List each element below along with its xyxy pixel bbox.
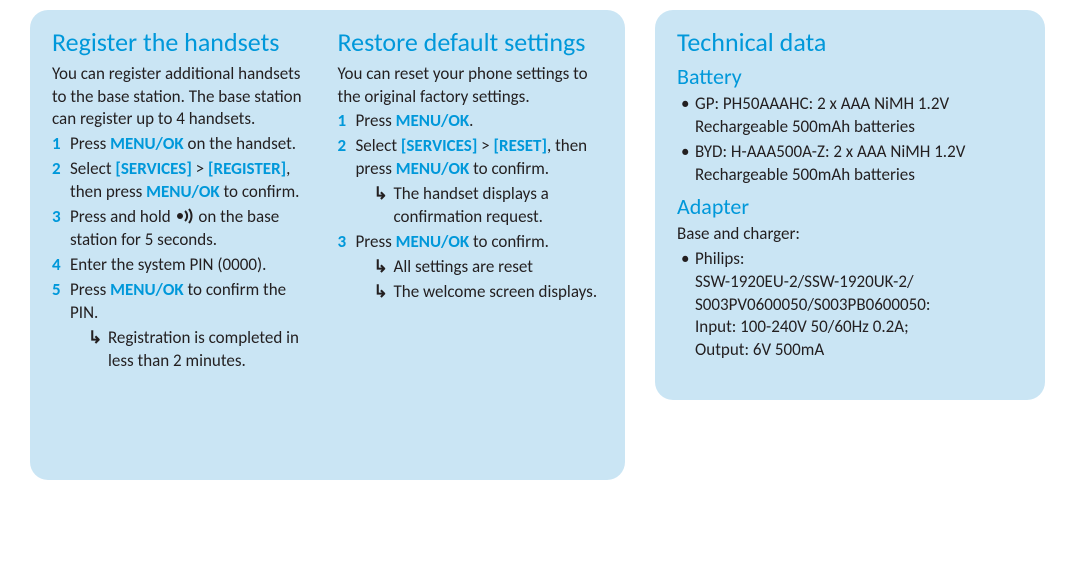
step-item: Select [SERVICES] > [RESET], then press … — [338, 135, 604, 229]
register-handsets-column: Register the handsets You can register a… — [52, 28, 318, 454]
step-item: Press MENU/OK. — [338, 110, 604, 133]
result-item: The welcome screen displays. — [356, 281, 604, 304]
result-list: All settings are resetThe welcome screen… — [356, 256, 604, 304]
step-item: Enter the system PIN (0000). — [52, 254, 318, 277]
left-panel: Register the handsets You can register a… — [30, 10, 625, 480]
tech-bullet-list: Philips: SSW-1920EU-2/SSW-1920UK-2/ S003… — [677, 248, 1023, 363]
step-item: Press MENU/OK on the handset. — [52, 133, 318, 156]
step-item: Press MENU/OK to confirm.All settings ar… — [338, 231, 604, 304]
tech-bullet-item: BYD: H-AAA500A-Z: 2 x AAA NiMH 1.2V Rech… — [677, 141, 1023, 187]
restore-intro: You can reset your phone settings to the… — [338, 63, 604, 109]
tech-bullet-list: GP: PH50AAAHC: 2 x AAA NiMH 1.2V Recharg… — [677, 93, 1023, 187]
step-item: Select [SERVICES] > [REGISTER], then pre… — [52, 158, 318, 204]
restore-title: Restore default settings — [338, 28, 604, 57]
step-item: Press MENU/OK to confirm the PIN.Registr… — [52, 279, 318, 373]
result-list: The handset displays a confirmation requ… — [356, 183, 604, 229]
step-item: Press and hold on the base station for 5… — [52, 206, 318, 252]
tech-bullet-item: GP: PH50AAAHC: 2 x AAA NiMH 1.2V Recharg… — [677, 93, 1023, 139]
tech-intro: Base and charger: — [677, 223, 1023, 246]
signal-icon — [175, 208, 195, 224]
tech-subheading: Adapter — [677, 195, 1023, 219]
result-item: All settings are reset — [356, 256, 604, 279]
tech-subheading: Battery — [677, 65, 1023, 89]
result-list: Registration is completed in less than 2… — [70, 327, 318, 373]
register-intro: You can register additional handsets to … — [52, 63, 318, 132]
result-item: Registration is completed in less than 2… — [70, 327, 318, 373]
restore-settings-column: Restore default settings You can reset y… — [338, 28, 604, 454]
register-title: Register the handsets — [52, 28, 318, 57]
result-item: The handset displays a confirmation requ… — [356, 183, 604, 229]
technical-data-title: Technical data — [677, 28, 1023, 57]
tech-bullet-item: Philips: SSW-1920EU-2/SSW-1920UK-2/ S003… — [677, 248, 1023, 363]
restore-steps: Press MENU/OK.Select [SERVICES] > [RESET… — [338, 110, 604, 304]
register-steps: Press MENU/OK on the handset.Select [SER… — [52, 133, 318, 372]
right-panel: Technical data Battery GP: PH50AAAHC: 2 x… — [655, 10, 1045, 400]
technical-sections: Battery GP: PH50AAAHC: 2 x AAA NiMH 1.2V … — [677, 65, 1023, 363]
